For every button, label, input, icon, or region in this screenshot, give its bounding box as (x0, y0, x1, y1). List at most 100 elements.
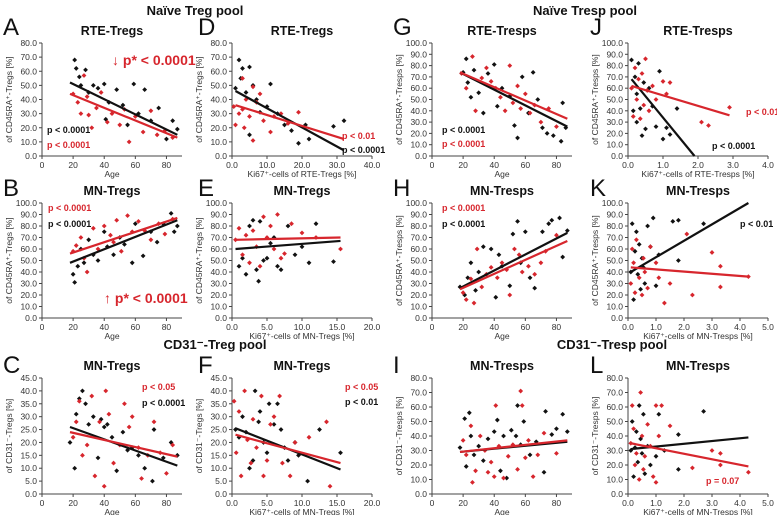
data-point (278, 427, 284, 432)
data-point (484, 65, 489, 71)
x-tick-label: 40 (489, 160, 499, 170)
y-tick-label: 90.0 (606, 210, 623, 220)
panel-title: RTE-Tresps (467, 24, 537, 38)
data-point (554, 426, 559, 432)
data-point (690, 465, 695, 471)
data-point (174, 223, 180, 229)
data-point (140, 129, 146, 135)
data-point (84, 269, 90, 275)
x-axis-label: Ki67⁺-cells of MN-Tresps [%] (643, 507, 753, 515)
x-tick-label: 4.0 (734, 498, 746, 508)
data-point (631, 474, 636, 479)
y-tick-label: 10.0 (410, 302, 427, 312)
panel-letter: C (3, 352, 20, 379)
p-value-label: p < 0.0001 (47, 140, 90, 150)
y-tick-label: 30.0 (20, 412, 37, 422)
data-point (303, 122, 308, 128)
y-tick-label: 70.0 (606, 72, 623, 82)
data-point (632, 248, 638, 254)
data-point (538, 260, 544, 266)
data-point (254, 267, 259, 273)
y-tick-label: 0.0 (215, 489, 227, 499)
data-point (261, 473, 266, 479)
data-point (657, 68, 662, 74)
panel-letter: I (393, 352, 400, 379)
x-tick-label: 0.0 (226, 498, 238, 508)
data-point (522, 91, 528, 97)
data-point (106, 411, 112, 417)
x-tick-label: 40 (99, 322, 109, 332)
y-tick-label: 35.0 (20, 399, 37, 409)
x-tick-label: 5.0 (762, 498, 774, 508)
data-point (473, 288, 478, 293)
data-point (564, 429, 570, 435)
x-tick-label: 80 (162, 160, 172, 170)
x-tick-label: 80 (552, 498, 562, 508)
data-point (645, 285, 650, 291)
data-point (630, 108, 636, 114)
data-point (104, 244, 110, 250)
regression-line-black (630, 78, 696, 157)
data-point (650, 83, 655, 89)
data-point (465, 275, 471, 281)
panel-letter: G (393, 14, 412, 41)
data-point (275, 401, 280, 407)
data-point (72, 279, 78, 285)
data-point (499, 260, 505, 266)
y-tick-label: 70.0 (20, 233, 37, 243)
data-point (131, 81, 137, 87)
data-point (75, 263, 81, 269)
y-tick-label: 15.0 (210, 450, 227, 460)
data-point (510, 231, 516, 237)
x-axis-label: Age (494, 507, 509, 515)
y-axis-label: of CD45RA⁺-Tresps [%] (590, 215, 600, 306)
data-point (257, 219, 263, 224)
regression-line-black (234, 90, 345, 152)
p-value-label: p < 0.0001 (48, 203, 91, 213)
data-point (117, 122, 123, 128)
data-point (653, 453, 659, 459)
y-tick-label: 40.0 (606, 106, 623, 116)
data-point (114, 468, 120, 474)
panel-title: MN-Tresps (470, 184, 534, 198)
data-point (638, 390, 643, 395)
series-black (457, 215, 570, 300)
data-point (491, 429, 497, 435)
data-point (268, 422, 273, 427)
data-point (168, 210, 174, 216)
data-point (530, 69, 536, 75)
data-point (84, 94, 90, 100)
data-point (250, 228, 256, 233)
y-tick-label: 50.0 (410, 417, 427, 427)
data-point (564, 228, 570, 233)
data-point (95, 258, 101, 263)
data-point (519, 269, 525, 275)
series-red (459, 54, 559, 130)
panel-g: G RTE-Tresps 0.010.0 20.030.040.050.0 60.070… (393, 14, 572, 179)
data-point (496, 252, 502, 258)
data-point (636, 477, 642, 482)
data-point (305, 478, 310, 484)
data-point (261, 258, 266, 263)
x-tick-label: 60 (131, 322, 141, 332)
data-point (70, 91, 76, 97)
data-point (505, 453, 511, 459)
data-point (460, 437, 466, 443)
y-tick-label: 40.0 (606, 431, 623, 441)
data-point (97, 419, 102, 425)
data-point (103, 116, 109, 122)
data-point (338, 246, 343, 252)
data-point (86, 112, 92, 118)
data-point (72, 57, 78, 63)
data-point (101, 223, 107, 229)
p-value-label: p < 0.05 (142, 382, 175, 392)
data-point (653, 124, 659, 130)
x-tick-label: 20 (68, 498, 78, 508)
x-tick-label: 30.0 (329, 160, 346, 170)
data-point (648, 244, 653, 250)
data-point (114, 87, 120, 93)
data-point (129, 414, 135, 420)
x-tick-label: 60 (521, 498, 531, 508)
